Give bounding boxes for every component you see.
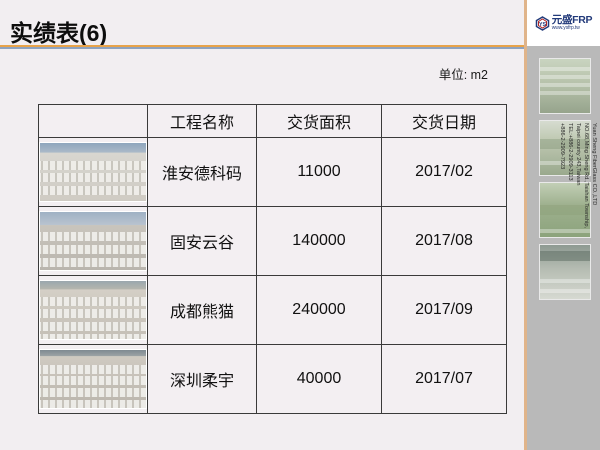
address-line-company: Yuan Sheng FiberGlass CO.,LTD	[591, 123, 597, 206]
ys-hexagon-icon: YS	[535, 15, 550, 31]
table-row: 固安云谷 140000 2017/08	[38, 206, 507, 276]
cell-delivery-area: 40000	[256, 344, 382, 414]
address-line-street: NO.68,Ming Sheng Rd.,Taishan Township,	[583, 123, 589, 228]
unit-note: 单位: m2	[438, 68, 488, 82]
table-header-row: 工程名称 交货面积 交货日期	[38, 104, 507, 138]
sidebar: YS 元盛FRP www.ysfrp.tw	[527, 0, 600, 450]
green-frp-tanks-outdoor-photo	[539, 182, 591, 238]
records-table: 工程名称 交货面积 交货日期 淮安德科码 11000	[38, 104, 507, 414]
title-bar: 实绩表(6)	[0, 0, 527, 46]
address-line-city: Taipei county 243,Taiwan	[575, 123, 581, 186]
header-project-name: 工程名称	[147, 104, 257, 138]
frp-ceiling-structure-photo	[539, 58, 591, 114]
row-thumbnail-cell	[38, 206, 148, 276]
title-divider-blue	[0, 47, 527, 49]
company-logo: YS 元盛FRP www.ysfrp.tw	[527, 0, 600, 46]
table-row: 淮安德科码 11000 2017/02	[38, 137, 507, 207]
cell-project-name: 深圳柔宇	[147, 344, 257, 414]
table-row: 成都熊猫 240000 2017/09	[38, 275, 507, 345]
cell-project-name: 成都熊猫	[147, 275, 257, 345]
cell-delivery-date: 2017/09	[381, 275, 507, 345]
header-delivery-area: 交货面积	[256, 104, 382, 138]
svg-text:YS: YS	[539, 22, 547, 28]
cell-delivery-date: 2017/02	[381, 137, 507, 207]
table-row: 深圳柔宇 40000 2017/07	[38, 344, 507, 414]
row-thumbnail-cell	[38, 137, 148, 207]
title-divider-orange	[0, 45, 527, 47]
address-line-tel: TEL:+886-2-2909-3113	[567, 123, 573, 181]
cell-delivery-area: 240000	[256, 275, 382, 345]
cell-delivery-date: 2017/07	[381, 344, 507, 414]
header-delivery-date: 交货日期	[381, 104, 507, 138]
construction-site-white-tanks-thumbnail	[39, 142, 147, 202]
tank-array-dense-thumbnail	[39, 349, 147, 409]
cell-delivery-area: 140000	[256, 206, 382, 276]
cell-project-name: 淮安德科码	[147, 137, 257, 207]
frp-tank-interior-photo	[539, 120, 591, 176]
sidebar-accent-stripe	[524, 0, 527, 450]
address-line-tel-alt: +886-2-2909-7923	[559, 123, 565, 170]
cell-project-name: 固安云谷	[147, 206, 257, 276]
logo-company-name: 元盛FRP	[551, 13, 593, 26]
page-title: 实绩表(6)	[10, 20, 108, 46]
header-thumbnail	[38, 104, 148, 138]
logo-website-url: www.ysfrp.tw	[551, 25, 580, 32]
cell-delivery-date: 2017/08	[381, 206, 507, 276]
company-address-block: Yuan Sheng FiberGlass CO.,LTD NO.68,Ming…	[558, 123, 598, 293]
construction-site-gray-tanks-thumbnail	[39, 211, 147, 271]
cell-delivery-area: 11000	[256, 137, 382, 207]
row-thumbnail-cell	[38, 344, 148, 414]
row-thumbnail-cell	[38, 275, 148, 345]
factory-floor-photo	[539, 244, 591, 300]
tank-array-workers-thumbnail	[39, 280, 147, 340]
